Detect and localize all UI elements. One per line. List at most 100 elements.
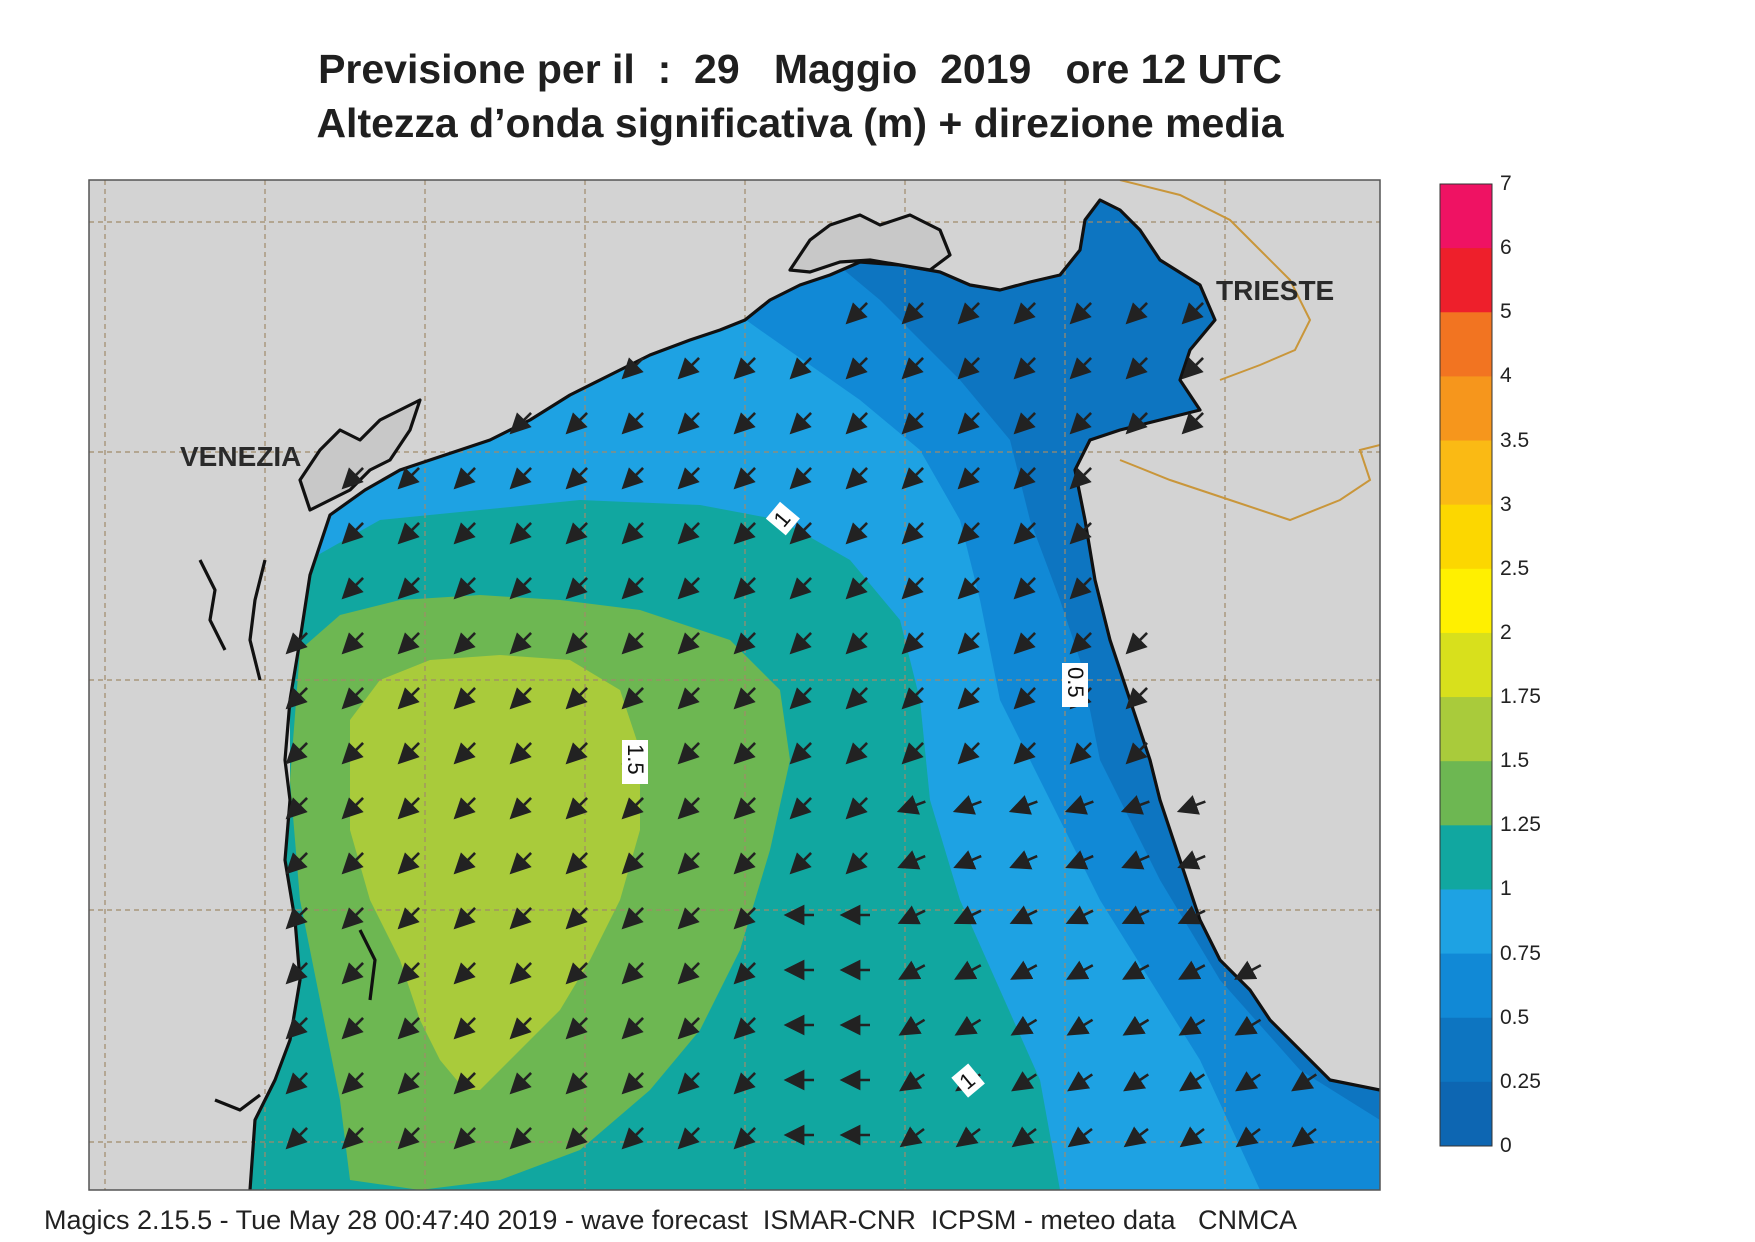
- wave-direction-arrow: [509, 577, 532, 600]
- colorbar-label: 1: [1500, 877, 1512, 901]
- wave-direction-arrow: [565, 1017, 588, 1040]
- wave-direction-arrow: [1069, 577, 1092, 600]
- wave-direction-arrow: [1011, 1071, 1038, 1092]
- wave-direction-arrows: [285, 302, 1318, 1150]
- wave-direction-arrow: [397, 907, 420, 930]
- wave-direction-arrow: [845, 467, 868, 490]
- wave-direction-arrow: [1013, 522, 1036, 545]
- wave-direction-arrow: [953, 905, 982, 925]
- wave-direction-arrow: [509, 742, 532, 765]
- wave-direction-arrow: [677, 357, 700, 380]
- wave-direction-arrow: [397, 797, 420, 820]
- wave-direction-arrow: [897, 850, 926, 870]
- wave-direction-arrow: [896, 795, 926, 815]
- wave-direction-arrow: [453, 1072, 476, 1095]
- wave-direction-arrow: [953, 850, 982, 870]
- wave-direction-arrow: [1066, 960, 1094, 980]
- map-title: Previsione per il : 29 Maggio 2019 ore 1…: [318, 46, 1282, 92]
- wave-direction-arrow: [565, 577, 588, 600]
- wave-direction-arrow: [453, 742, 476, 765]
- wave-direction-arrow: [1181, 357, 1204, 380]
- wave-direction-arrow: [341, 687, 364, 710]
- wave-direction-arrow: [845, 522, 868, 545]
- wave-direction-arrow: [899, 1071, 926, 1092]
- wave-direction-arrow: [621, 357, 644, 380]
- wave-direction-arrow: [957, 522, 980, 545]
- wave-direction-arrow: [733, 797, 756, 820]
- wave-direction-arrow: [397, 962, 420, 985]
- wave-direction-arrow: [341, 467, 364, 490]
- wave-direction-arrow: [397, 1017, 420, 1040]
- wave-direction-arrow: [509, 687, 532, 710]
- colorbar-swatch: [1440, 1081, 1492, 1147]
- wave-direction-arrow: [901, 742, 924, 765]
- wave-direction-arrow: [285, 962, 308, 985]
- wave-direction-arrow: [1235, 1071, 1262, 1092]
- wave-direction-arrow: [789, 742, 812, 765]
- colorbar-swatch: [1440, 825, 1492, 890]
- wave-direction-arrow: [1123, 1126, 1149, 1148]
- wave-direction-arrow: [397, 1127, 420, 1150]
- wave-direction-arrow: [397, 467, 420, 490]
- wave-direction-arrow: [957, 577, 980, 600]
- wave-direction-arrow: [1179, 1071, 1206, 1092]
- wave-direction-arrow: [733, 852, 756, 875]
- wave-direction-arrow: [1125, 412, 1148, 435]
- wave-direction-arrow: [733, 467, 756, 490]
- wave-direction-arrow: [341, 962, 364, 985]
- wave-direction-arrow: [845, 357, 868, 380]
- wave-direction-arrow: [733, 1017, 756, 1040]
- wave-direction-arrow: [509, 1127, 532, 1150]
- wave-direction-arrow: [789, 797, 812, 820]
- colorbar-swatch: [1440, 504, 1492, 570]
- wave-direction-arrow: [285, 687, 308, 710]
- wave-direction-arrow: [1235, 1126, 1261, 1148]
- wave-direction-arrow: [509, 797, 532, 820]
- wave-direction-arrow: [1008, 795, 1038, 815]
- wave-direction-arrow: [621, 1017, 644, 1040]
- colorbar-label: 6: [1500, 236, 1512, 260]
- wave-direction-arrow: [621, 1127, 644, 1150]
- wave-direction-arrow: [1121, 850, 1150, 870]
- wave-direction-arrow: [733, 1072, 756, 1095]
- wave-direction-arrow: [453, 632, 476, 655]
- wave-direction-arrow: [453, 522, 476, 545]
- map-frame: [88, 179, 1381, 1191]
- colorbar-label: 0.25: [1500, 1069, 1541, 1093]
- wave-direction-arrow: [1013, 632, 1036, 655]
- wave-direction-arrow: [621, 852, 644, 875]
- wave-direction-arrow: [901, 412, 924, 435]
- wave-direction-arrow: [845, 632, 868, 655]
- wave-direction-arrow: [565, 742, 588, 765]
- wave-direction-arrow: [565, 632, 588, 655]
- wave-direction-arrow: [341, 742, 364, 765]
- wave-direction-arrow: [621, 1072, 644, 1095]
- wave-direction-arrow: [621, 577, 644, 600]
- wave-direction-arrow: [1177, 905, 1206, 925]
- wave-direction-arrow: [565, 412, 588, 435]
- wave-direction-arrow: [789, 357, 812, 380]
- wave-direction-arrow: [1009, 850, 1038, 870]
- wave-direction-arrow: [677, 687, 700, 710]
- wave-direction-arrow: [1010, 1015, 1038, 1036]
- wave-direction-arrow: [1176, 795, 1206, 815]
- wave-direction-arrow: [453, 687, 476, 710]
- wave-direction-arrow: [1069, 632, 1092, 655]
- wave-direction-arrow: [1291, 1071, 1318, 1092]
- wave-direction-arrow: [453, 797, 476, 820]
- wave-direction-arrow: [733, 577, 756, 600]
- wave-direction-arrow: [677, 522, 700, 545]
- colorbar-swatch: [1440, 248, 1492, 313]
- wave-direction-arrow: [509, 522, 532, 545]
- wave-direction-arrow: [677, 632, 700, 655]
- wave-direction-arrow: [621, 467, 644, 490]
- wave-direction-arrow: [509, 1072, 532, 1095]
- wave-direction-arrow: [621, 797, 644, 820]
- wave-direction-arrow: [509, 852, 532, 875]
- colorbar-label: 1.5: [1500, 749, 1530, 773]
- wave-direction-arrow: [1177, 850, 1206, 870]
- wave-direction-arrow: [677, 907, 700, 930]
- wave-direction-arrow: [341, 797, 364, 820]
- wave-direction-arrow: [954, 960, 982, 980]
- wave-direction-arrow: [1122, 960, 1150, 980]
